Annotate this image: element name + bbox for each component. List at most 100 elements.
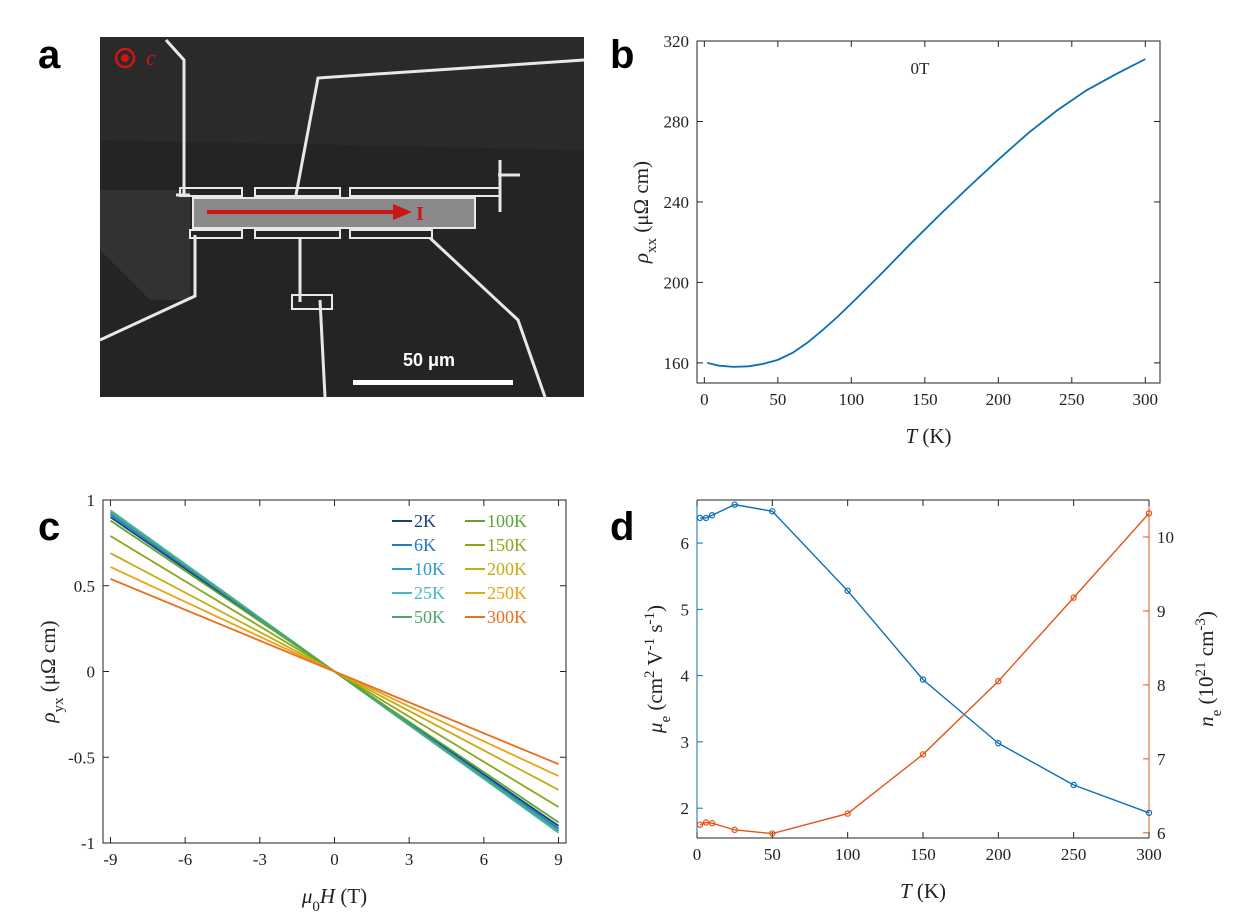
x-tick-label: 6 xyxy=(480,850,489,869)
data-point-ne xyxy=(919,751,927,758)
legend-label-50K: 50K xyxy=(414,607,445,627)
data-point-ne xyxy=(769,830,776,837)
data-point-μe xyxy=(696,514,704,522)
x-tick-label: 300 xyxy=(1136,845,1162,864)
electrode-leads xyxy=(99,38,585,398)
chart-b: 0 50 100 150 200 250 300 160 200 240 280 320 0T T (K)… xyxy=(629,32,1161,448)
y-right-tick-label: 7 xyxy=(1157,750,1166,769)
chart-d: 0 50 100 150 200 250 300 2 3 4 5 6 6 7 8 9 10 T (K) μe (cm… xyxy=(642,499,1225,903)
legend-label-200K: 200K xyxy=(487,559,527,579)
data-point-μe xyxy=(1145,809,1153,817)
y-left-tick-label: 4 xyxy=(681,667,690,686)
scale-bar-label: 50 μm xyxy=(403,350,455,370)
data-point-μe xyxy=(995,740,1002,747)
x-tick-label: 150 xyxy=(912,390,938,409)
data-point-μe xyxy=(769,508,776,515)
chart-c: -9 -6 -3 0 3 6 9 -1 -0.5 0 0.5 1 2K 6K 10K 25K 50K 100K 15… xyxy=(36,491,567,915)
y-tick-label: 240 xyxy=(664,193,690,212)
x-tick-label: -6 xyxy=(178,850,192,869)
data-point-ne xyxy=(1145,510,1153,517)
data-point-ne xyxy=(844,810,851,817)
x-tick-label: 300 xyxy=(1133,390,1159,409)
x-tick-label: 0 xyxy=(330,850,339,869)
legend-label-300K: 300K xyxy=(487,607,527,627)
x-tick-label: 150 xyxy=(910,845,936,864)
y-tick-label: 160 xyxy=(664,354,690,373)
y-tick-label: 320 xyxy=(664,32,690,51)
series-line-μe xyxy=(700,503,1150,814)
y-tick-label: 200 xyxy=(664,273,690,292)
scale-bar xyxy=(353,380,513,385)
y-tick-label: -1 xyxy=(81,834,95,853)
x-tick-label: 0 xyxy=(700,390,709,409)
axis-label-c: c xyxy=(146,45,156,70)
data-point-ne xyxy=(1070,594,1077,601)
panel-letter-b: b xyxy=(610,33,634,77)
x-tick-label: 0 xyxy=(693,845,702,864)
panel-letter-c: c xyxy=(38,505,60,549)
y-right-tick-label: 9 xyxy=(1157,602,1166,621)
x-axis-label: T (K) xyxy=(905,424,951,448)
annotation-0T: 0T xyxy=(911,59,931,78)
series-line-0T xyxy=(707,58,1146,368)
data-point-μe xyxy=(702,514,710,522)
y-left-axis-label: μe (cm2 V-1 s-1) xyxy=(642,605,674,734)
data-point-ne xyxy=(995,678,1002,685)
panel-letter-a: a xyxy=(38,33,61,77)
x-tick-label: 250 xyxy=(1061,845,1087,864)
data-point-ne xyxy=(696,821,704,828)
x-tick-label: 3 xyxy=(405,850,414,869)
y-left-tick-label: 6 xyxy=(681,534,690,553)
y-axis-label: ρyx (μΩ cm) xyxy=(36,620,67,723)
panel-letter-d: d xyxy=(610,505,634,549)
current-label: I xyxy=(416,203,424,225)
y-right-tick-label: 8 xyxy=(1157,676,1166,695)
data-point-μe xyxy=(1070,781,1077,789)
legend-label-10K: 10K xyxy=(414,559,445,579)
y-right-tick-label: 6 xyxy=(1157,824,1166,843)
data-point-ne xyxy=(708,820,716,827)
x-axis-label: μ0H (T) xyxy=(301,884,367,915)
series-line-300K xyxy=(110,578,559,765)
y-tick-label: -0.5 xyxy=(68,748,95,767)
data-point-ne xyxy=(702,819,710,826)
x-tick-label: 200 xyxy=(986,390,1012,409)
y-right-tick-label: 10 xyxy=(1157,528,1174,547)
legend-label-250K: 250K xyxy=(487,583,527,603)
data-point-μe xyxy=(708,512,716,519)
x-tick-label: -3 xyxy=(253,850,267,869)
x-tick-label: 100 xyxy=(839,390,865,409)
substrate-shadow xyxy=(100,190,190,300)
out-of-plane-axis-icon xyxy=(114,47,136,69)
y-left-tick-label: 2 xyxy=(681,799,690,818)
x-tick-label: 250 xyxy=(1059,390,1085,409)
x-tick-label: -9 xyxy=(103,850,117,869)
y-left-tick-label: 5 xyxy=(681,600,690,619)
x-tick-label: 200 xyxy=(986,845,1012,864)
data-point-μe xyxy=(844,587,851,594)
x-tick-label: 9 xyxy=(554,850,563,869)
plot-frame xyxy=(696,40,1161,384)
micrograph: I c 50 μm xyxy=(99,37,585,398)
data-point-μe xyxy=(731,501,738,508)
y-left-tick-label: 3 xyxy=(681,733,690,752)
legend-label-150K: 150K xyxy=(487,535,527,555)
x-tick-label: 100 xyxy=(835,845,861,864)
data-point-ne xyxy=(731,826,738,834)
legend-label-2K: 2K xyxy=(414,511,436,531)
y-axis-label: ρxx (μΩ cm) xyxy=(629,161,660,264)
legend-label-6K: 6K xyxy=(414,535,436,555)
out-of-plane-axis-dot xyxy=(121,54,129,62)
series-line-ne xyxy=(699,512,1150,835)
legend-label-25K: 25K xyxy=(414,583,445,603)
x-axis-label: T (K) xyxy=(900,879,946,903)
y-right-axis-label: ne (1021 cm-3) xyxy=(1193,611,1225,727)
y-tick-label: 0 xyxy=(87,663,96,682)
current-arrowhead xyxy=(393,204,412,220)
y-tick-label: 280 xyxy=(664,112,690,131)
x-tick-label: 50 xyxy=(769,390,786,409)
y-tick-label: 0.5 xyxy=(74,577,95,596)
legend-label-100K: 100K xyxy=(487,511,527,531)
data-point-μe xyxy=(919,676,927,683)
